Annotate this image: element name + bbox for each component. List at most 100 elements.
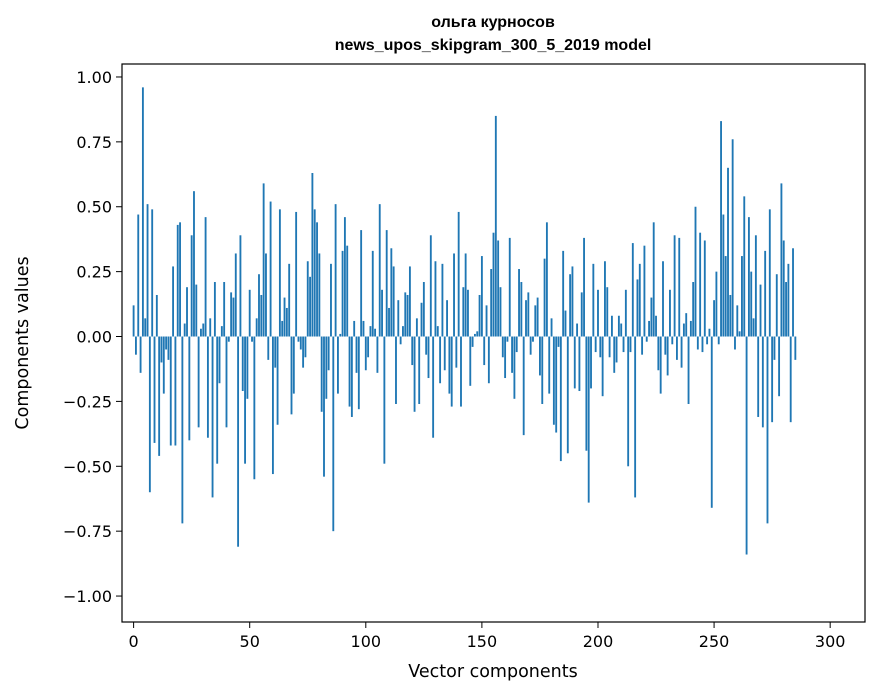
bar bbox=[729, 294, 732, 337]
bar bbox=[545, 222, 548, 337]
bar bbox=[383, 336, 386, 464]
x-tick-label: 100 bbox=[351, 632, 382, 651]
bar bbox=[339, 333, 342, 337]
bar bbox=[599, 336, 602, 358]
bar bbox=[462, 287, 465, 337]
bar bbox=[353, 320, 356, 337]
bar bbox=[643, 245, 646, 337]
bar bbox=[541, 336, 544, 404]
bar bbox=[778, 336, 781, 397]
bar bbox=[271, 336, 274, 475]
bar bbox=[620, 323, 623, 337]
bar bbox=[276, 336, 279, 425]
bar bbox=[408, 266, 411, 337]
y-axis-ticks: −1.00 −0.75 −0.50 −0.25 0.00 0.25 0.50 0.75 1.00 bbox=[63, 68, 122, 606]
bar bbox=[715, 271, 718, 337]
bar bbox=[583, 237, 585, 337]
bar bbox=[617, 315, 620, 337]
bar bbox=[773, 336, 776, 360]
bar bbox=[594, 336, 597, 353]
bar bbox=[453, 253, 455, 337]
bar bbox=[311, 173, 314, 337]
bar bbox=[165, 336, 168, 350]
bar bbox=[747, 217, 750, 337]
bar bbox=[186, 287, 188, 337]
bar bbox=[543, 258, 546, 337]
bar bbox=[699, 232, 702, 337]
bar bbox=[188, 336, 191, 441]
bar bbox=[780, 183, 783, 337]
bar bbox=[534, 305, 537, 337]
bar bbox=[402, 326, 404, 337]
bar bbox=[731, 139, 734, 337]
bar bbox=[404, 292, 407, 337]
bar bbox=[227, 336, 230, 342]
x-axis-label: Vector components bbox=[408, 662, 577, 682]
bar bbox=[555, 336, 558, 433]
bar bbox=[789, 336, 792, 423]
bar bbox=[754, 235, 757, 337]
bar bbox=[392, 266, 395, 337]
bar bbox=[741, 256, 743, 337]
bar bbox=[262, 183, 265, 337]
bar bbox=[239, 235, 242, 337]
bar bbox=[390, 248, 393, 337]
bar bbox=[211, 336, 214, 498]
bar bbox=[237, 336, 240, 547]
bar bbox=[485, 305, 488, 337]
bar bbox=[578, 336, 581, 392]
bar bbox=[197, 336, 200, 428]
bar bbox=[381, 289, 383, 337]
bar bbox=[309, 276, 311, 337]
bar bbox=[694, 206, 697, 337]
y-tick-label: 1.00 bbox=[76, 68, 112, 87]
bar bbox=[687, 336, 690, 404]
bar bbox=[504, 336, 507, 379]
bar bbox=[323, 336, 325, 477]
bar bbox=[169, 336, 172, 446]
bar bbox=[369, 326, 372, 337]
bar bbox=[664, 336, 667, 355]
bar bbox=[571, 266, 574, 337]
x-tick-label: 0 bbox=[129, 632, 139, 651]
bar bbox=[532, 336, 534, 342]
bars-group bbox=[132, 87, 797, 555]
bar bbox=[346, 245, 349, 337]
bar bbox=[395, 336, 397, 404]
bar bbox=[292, 336, 295, 394]
bar bbox=[750, 271, 753, 337]
bar bbox=[592, 263, 595, 337]
bar bbox=[216, 336, 219, 464]
bar bbox=[474, 333, 476, 337]
bar bbox=[539, 336, 541, 376]
bar bbox=[348, 336, 351, 407]
bar bbox=[460, 336, 462, 407]
bar bbox=[492, 232, 495, 337]
bar bbox=[706, 336, 709, 345]
bar bbox=[652, 222, 655, 337]
bar bbox=[757, 336, 760, 417]
bar bbox=[274, 336, 277, 368]
bar bbox=[427, 336, 430, 379]
bar bbox=[248, 289, 251, 337]
bar bbox=[153, 336, 156, 443]
bar bbox=[657, 336, 660, 371]
bar bbox=[350, 336, 353, 417]
bar bbox=[708, 328, 711, 337]
bar bbox=[432, 336, 435, 438]
bar bbox=[550, 318, 553, 337]
bar bbox=[137, 214, 140, 337]
bar bbox=[443, 336, 446, 371]
bar bbox=[195, 284, 198, 337]
bar bbox=[624, 289, 627, 337]
bar bbox=[244, 336, 246, 464]
bar bbox=[397, 300, 400, 337]
bar bbox=[469, 336, 472, 386]
bar bbox=[566, 336, 569, 454]
bar bbox=[587, 336, 590, 503]
bar bbox=[420, 302, 423, 337]
bar bbox=[357, 336, 360, 410]
bar bbox=[415, 318, 418, 337]
bar bbox=[283, 297, 286, 337]
